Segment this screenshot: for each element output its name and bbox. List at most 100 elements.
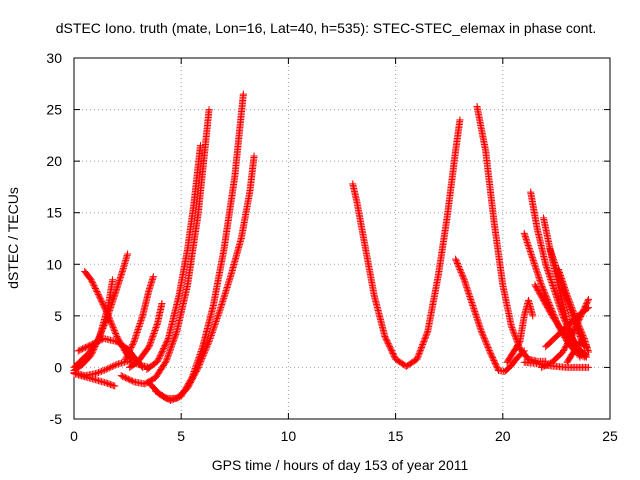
data-point-marker [110,293,118,301]
x-axis-label: GPS time / hours of day 153 of year 2011 [212,457,469,473]
data-point-marker [523,237,531,245]
data-point-marker [577,327,585,335]
data-point-marker [100,302,108,310]
data-point-marker [544,268,552,276]
data-point-marker [526,246,534,254]
data-point-marker [86,341,94,349]
data-point-marker [169,338,177,346]
data-point-marker [533,267,541,275]
data-point-marker [99,367,107,375]
data-point-marker [204,341,212,349]
data-point-marker [100,303,108,311]
data-point-marker [147,338,155,346]
data-point-marker [148,335,156,343]
data-point-marker [161,393,169,401]
data-point-marker [386,342,394,350]
data-point-marker [390,352,398,360]
data-point-marker [557,273,565,281]
data-point-marker [154,356,162,364]
data-point-marker [250,152,258,160]
data-point-marker [577,326,585,334]
data-point-marker [153,322,161,330]
data-point-marker [213,314,221,322]
data-point-marker [460,276,468,284]
data-point-marker [555,267,563,275]
data-point-marker [124,375,132,383]
data-point-marker [205,338,213,346]
data-point-marker [522,235,530,243]
data-point-marker [567,300,575,308]
data-point-marker [535,273,543,281]
data-point-marker [579,332,587,340]
data-point-marker [479,330,487,338]
data-point-marker [162,340,170,348]
data-point-marker [110,362,118,370]
data-point-marker [109,296,117,304]
data-point-marker [172,330,180,338]
data-point-marker [537,279,545,287]
data-point-marker [572,322,580,330]
data-point-marker [164,353,172,361]
data-point-marker [417,345,425,353]
data-point-marker [385,341,393,349]
data-point-marker [488,352,496,360]
y-tick-label: 20 [46,153,62,169]
data-point-marker [137,316,145,324]
data-point-marker [96,295,104,303]
data-point-marker [559,279,567,287]
data-point-marker [81,343,89,351]
data-point-marker [134,326,142,334]
data-point-marker [524,241,532,249]
data-point-marker [128,342,136,350]
data-point-marker [149,273,157,281]
data-point-marker [459,273,467,281]
data-point-marker [383,337,391,345]
axis-ticks [73,57,611,420]
data-point-marker [97,336,105,344]
data-point-marker [563,291,571,299]
data-point-marker [462,280,470,288]
data-point-marker [549,254,557,262]
data-point-marker [583,298,591,306]
data-point-marker [121,374,129,382]
data-point-marker [105,364,113,372]
data-series [452,255,528,376]
data-point-marker [133,330,141,338]
data-point-marker [585,348,593,356]
data-point-marker [422,333,430,341]
data-point-marker [547,275,555,283]
data-point-marker [97,296,105,304]
y-tick-label: 15 [46,205,62,221]
data-point-marker [214,311,222,319]
data-point-marker [418,343,426,351]
data-point-marker [386,344,394,352]
chart-title: dSTEC Iono. truth (mate, Lon=16, Lat=40,… [56,20,596,36]
data-point-marker [509,325,517,333]
data-point-marker [526,248,534,256]
data-point-marker [150,329,158,337]
data-point-marker [209,325,217,333]
data-point-marker [104,379,112,387]
data-point-marker [88,350,96,358]
data-point-marker [555,265,563,273]
data-series [555,265,593,356]
x-tick-label: 15 [388,428,404,444]
data-point-marker [163,337,171,345]
data-point-marker [470,305,478,313]
data-point-marker [472,312,480,320]
data-point-marker [151,326,159,334]
data-point-marker [535,275,543,283]
data-point-marker [568,331,576,339]
data-point-marker [416,348,424,356]
data-point-marker [423,330,431,338]
x-tick-label: 0 [70,428,78,444]
data-point-marker [102,379,110,387]
data-point-marker [90,339,98,347]
data-point-marker [473,315,481,323]
data-point-marker [543,265,551,273]
data-point-marker [487,349,495,357]
data-point-marker [548,252,556,260]
data-point-marker [89,279,97,287]
data-point-marker [162,339,170,347]
data-point-marker [91,339,99,347]
